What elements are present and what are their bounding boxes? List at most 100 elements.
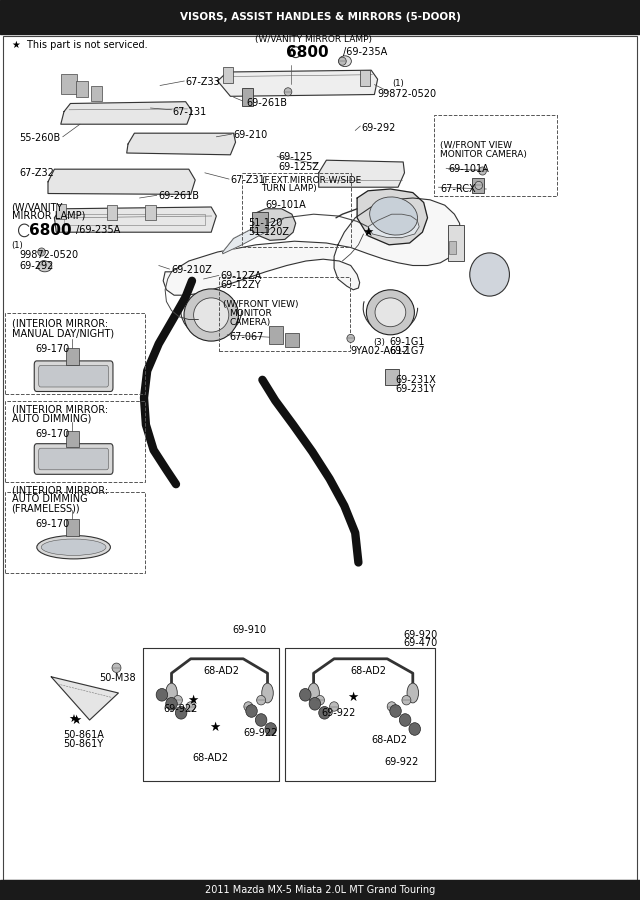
Text: AUTO DIMMING: AUTO DIMMING [12,494,87,505]
Text: 68-AD2: 68-AD2 [204,665,239,676]
Text: 67-Z33: 67-Z33 [186,76,220,87]
Ellipse shape [402,696,411,705]
Text: 68-AD2: 68-AD2 [371,734,407,745]
Bar [285,648,435,781]
Text: ★: ★ [188,694,199,706]
Ellipse shape [194,298,229,332]
Bar [223,67,233,83]
Text: ★: ★ [362,226,374,239]
Ellipse shape [257,696,266,705]
Ellipse shape [309,698,321,710]
Text: 69-261B: 69-261B [246,98,287,109]
Ellipse shape [38,261,52,272]
Text: 67-Z32: 67-Z32 [19,167,54,178]
Text: (F.EXT.MIRROR:W/SIDE: (F.EXT.MIRROR:W/SIDE [261,176,362,184]
Ellipse shape [370,197,417,235]
Bar [145,205,156,220]
Bar [5,492,145,573]
Ellipse shape [166,683,177,703]
Bar [285,333,299,347]
Ellipse shape [255,714,267,726]
Ellipse shape [166,698,177,710]
Ellipse shape [156,688,168,701]
Text: 55-260B: 55-260B [19,132,60,143]
Ellipse shape [409,723,420,735]
Text: (W/FRONT VIEW): (W/FRONT VIEW) [223,300,298,309]
Bar [252,212,268,232]
Polygon shape [223,218,285,254]
Text: (INTERIOR MIRROR:: (INTERIOR MIRROR: [12,485,108,496]
Text: 69-231Y: 69-231Y [396,383,436,394]
Text: 69-1G1: 69-1G1 [389,337,424,347]
Text: (FRAMELESS)): (FRAMELESS)) [12,503,80,514]
Bar [66,431,79,447]
Ellipse shape [284,88,292,95]
Text: 51-120Z: 51-120Z [248,227,289,238]
Text: 67-067: 67-067 [229,331,264,342]
Bar [61,74,77,94]
Polygon shape [218,70,378,96]
Ellipse shape [479,167,486,175]
Text: 69-170: 69-170 [35,518,70,529]
Text: ★: ★ [68,715,79,725]
Text: ★: ★ [70,714,81,726]
Bar [219,277,350,351]
Text: 69-101A: 69-101A [448,164,489,175]
Bar [143,648,279,781]
Ellipse shape [330,702,339,711]
Bar [143,648,279,781]
Polygon shape [357,189,428,245]
Bar [66,348,79,364]
Ellipse shape [339,58,346,65]
Text: TURN LAMP): TURN LAMP) [261,184,317,194]
Text: 69-292: 69-292 [19,261,54,272]
Polygon shape [48,169,195,194]
Ellipse shape [175,706,187,719]
Bar [449,241,456,254]
Text: 69-922: 69-922 [243,728,278,739]
Ellipse shape [37,536,111,559]
Ellipse shape [40,261,47,268]
Bar [448,225,464,261]
Bar [0,880,640,900]
Ellipse shape [470,253,509,296]
Text: (W/VANITY: (W/VANITY [12,202,63,212]
Ellipse shape [387,702,396,711]
Polygon shape [61,102,192,124]
Text: 69-922: 69-922 [163,704,198,715]
Text: 69-920: 69-920 [403,629,438,640]
Bar [360,70,370,86]
Bar [107,205,117,220]
Text: 69-922: 69-922 [384,757,419,768]
Bar [66,519,79,536]
Ellipse shape [316,696,324,705]
Text: AUTO DIMMING): AUTO DIMMING) [12,413,91,424]
FancyBboxPatch shape [38,448,109,470]
Text: 69-101A: 69-101A [266,200,307,211]
Text: (W/FRONT VIEW: (W/FRONT VIEW [440,141,512,150]
Text: 67-Z31: 67-Z31 [230,175,265,185]
Text: 2011 Mazda MX-5 Miata 2.0L MT Grand Touring: 2011 Mazda MX-5 Miata 2.0L MT Grand Tour… [205,885,435,895]
Ellipse shape [184,289,239,341]
Bar [385,369,399,385]
Ellipse shape [339,56,351,67]
Ellipse shape [319,706,330,719]
Text: MONITOR CAMERA): MONITOR CAMERA) [440,150,527,159]
Text: ★: ★ [348,691,359,704]
Bar [56,204,66,219]
Ellipse shape [244,702,253,711]
Text: 69-261B: 69-261B [159,191,200,202]
Text: (3): (3) [373,338,385,346]
Text: /69-235A: /69-235A [76,225,120,236]
Text: 69-292: 69-292 [362,122,396,133]
Polygon shape [163,198,461,295]
Text: /69-235A: /69-235A [343,47,387,58]
Polygon shape [54,207,216,232]
Ellipse shape [38,248,45,256]
Polygon shape [51,677,118,720]
Text: 69-125: 69-125 [278,152,313,163]
Text: 69-170: 69-170 [35,344,70,355]
Text: 99872-0520: 99872-0520 [19,249,78,260]
Text: (INTERIOR MIRROR:: (INTERIOR MIRROR: [12,319,108,329]
Bar [5,313,145,394]
